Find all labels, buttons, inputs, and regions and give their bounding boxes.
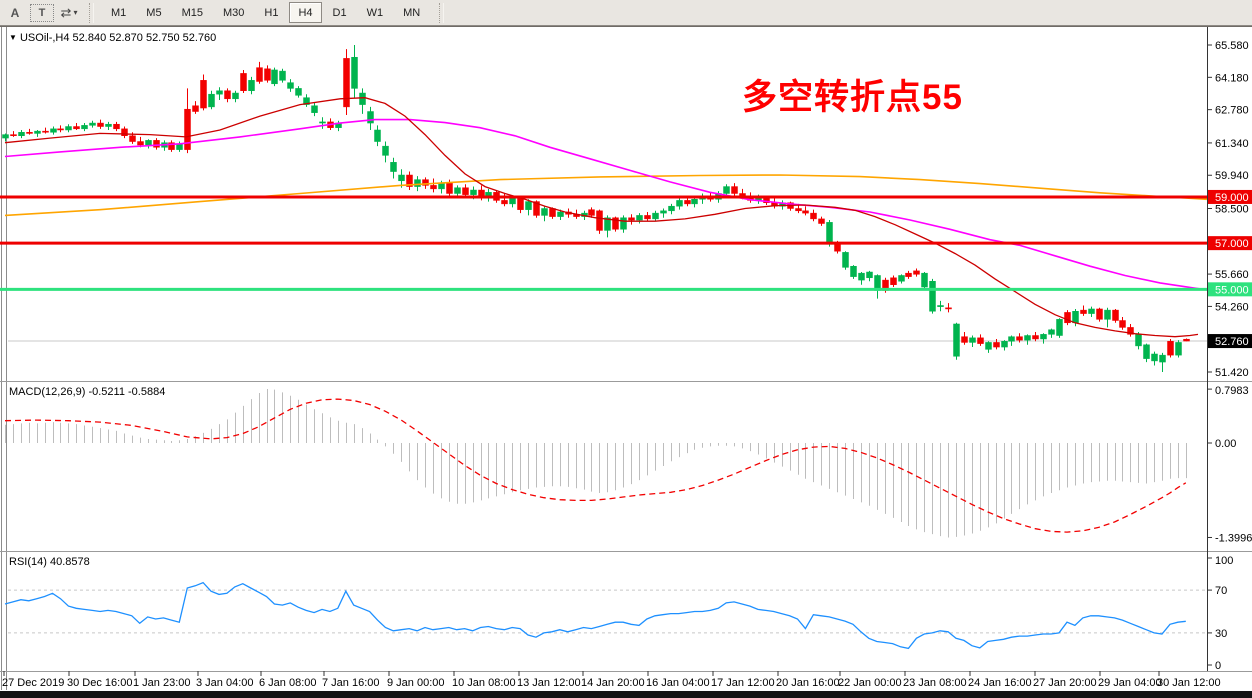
time-axis-label: 17 Jan 12:00 xyxy=(711,677,775,689)
toolbar-separator xyxy=(89,2,94,23)
svg-text:70: 70 xyxy=(1215,585,1227,597)
timeframe-button-W1[interactable]: W1 xyxy=(366,6,384,19)
font-tool-button[interactable]: A xyxy=(10,5,20,20)
svg-text:58.500: 58.500 xyxy=(1215,204,1249,216)
timeframe-button-H1[interactable]: H1 xyxy=(264,6,279,19)
svg-text:0.00: 0.00 xyxy=(1215,438,1236,450)
timeframe-button-M30[interactable]: M30 xyxy=(222,6,245,19)
time-axis-label: 30 Dec 16:00 xyxy=(67,677,132,689)
svg-text:64.180: 64.180 xyxy=(1215,72,1249,84)
time-axis-label: 27 Dec 2019 xyxy=(2,677,64,689)
svg-text:54.260: 54.260 xyxy=(1215,301,1249,313)
horizontal-level-lines[interactable] xyxy=(0,195,1207,291)
price-axis[interactable]: 65.580 64.180 62.780 61.340 59.940 58.500 55.6… xyxy=(1207,40,1252,672)
top-toolbar: A T ⇄ ▾ M1 M5 M15 M30 H1 H4 D1 W1 MN xyxy=(0,0,1252,26)
arrows-tool-dropdown[interactable]: ⇄ ▾ xyxy=(60,4,78,20)
time-axis-label: 20 Jan 16:00 xyxy=(776,677,840,689)
time-axis-label: 3 Jan 04:00 xyxy=(196,677,254,689)
timeframe-button-D1[interactable]: D1 xyxy=(332,6,347,19)
text-label-tool-button[interactable]: T xyxy=(30,3,54,22)
svg-text:52.760: 52.760 xyxy=(1215,336,1249,348)
time-axis-label: 22 Jan 00:00 xyxy=(838,677,902,689)
macd-panel xyxy=(4,389,1187,538)
ma-orange-slow xyxy=(4,174,1208,217)
ma-magenta-mid xyxy=(4,118,1208,291)
svg-text:59.940: 59.940 xyxy=(1215,170,1249,182)
time-axis-label: 6 Jan 08:00 xyxy=(259,677,317,689)
chart-window[interactable]: 65.580 64.180 62.780 61.340 59.940 58.500 55.6… xyxy=(0,26,1252,692)
time-axis-label: 10 Jan 08:00 xyxy=(452,677,516,689)
svg-text:57.000: 57.000 xyxy=(1215,238,1249,250)
time-axis-label: 30 Jan 12:00 xyxy=(1157,677,1221,689)
svg-text:-1.3996: -1.3996 xyxy=(1215,532,1252,544)
svg-text:62.780: 62.780 xyxy=(1215,105,1249,117)
svg-text:65.580: 65.580 xyxy=(1215,40,1249,52)
time-axis-label: 9 Jan 00:00 xyxy=(387,677,445,689)
time-axis-label: 23 Jan 08:00 xyxy=(903,677,967,689)
svg-text:30: 30 xyxy=(1215,628,1227,640)
ma-red-fast xyxy=(4,97,1199,338)
time-axis[interactable]: 27 Dec 2019 30 Dec 16:00 1 Jan 23:00 3 Jan … xyxy=(2,671,1221,689)
svg-text:55.660: 55.660 xyxy=(1215,269,1249,281)
svg-text:61.340: 61.340 xyxy=(1215,138,1249,150)
time-axis-label: 27 Jan 20:00 xyxy=(1033,677,1097,689)
candlestick-series xyxy=(2,45,1190,372)
time-axis-label: 29 Jan 04:00 xyxy=(1098,677,1162,689)
window-bottom-edge xyxy=(0,691,1252,698)
rsi-panel xyxy=(4,581,1207,650)
svg-text:51.420: 51.420 xyxy=(1215,367,1249,379)
svg-text:55.000: 55.000 xyxy=(1215,284,1249,296)
svg-text:59.000: 59.000 xyxy=(1215,192,1249,204)
time-axis-label: 7 Jan 16:00 xyxy=(322,677,380,689)
toolbar-separator xyxy=(439,2,445,23)
timeframe-button-MN[interactable]: MN xyxy=(403,6,421,19)
time-axis-label: 1 Jan 23:00 xyxy=(133,677,191,689)
svg-text:100: 100 xyxy=(1215,555,1233,567)
time-axis-label: 16 Jan 04:00 xyxy=(646,677,710,689)
timeframe-button-M15[interactable]: M15 xyxy=(181,6,203,19)
time-axis-label: 13 Jan 12:00 xyxy=(517,677,581,689)
svg-text:0.7983: 0.7983 xyxy=(1215,385,1249,397)
time-axis-label: 14 Jan 20:00 xyxy=(581,677,645,689)
timeframe-button-H4[interactable]: H4 xyxy=(289,2,322,23)
timeframe-button-M1[interactable]: M1 xyxy=(111,6,127,19)
timeframe-button-M5[interactable]: M5 xyxy=(146,6,162,19)
svg-text:0: 0 xyxy=(1215,660,1221,672)
dropdown-caret-icon: ▾ xyxy=(73,8,78,17)
time-axis-label: 24 Jan 16:00 xyxy=(968,677,1032,689)
